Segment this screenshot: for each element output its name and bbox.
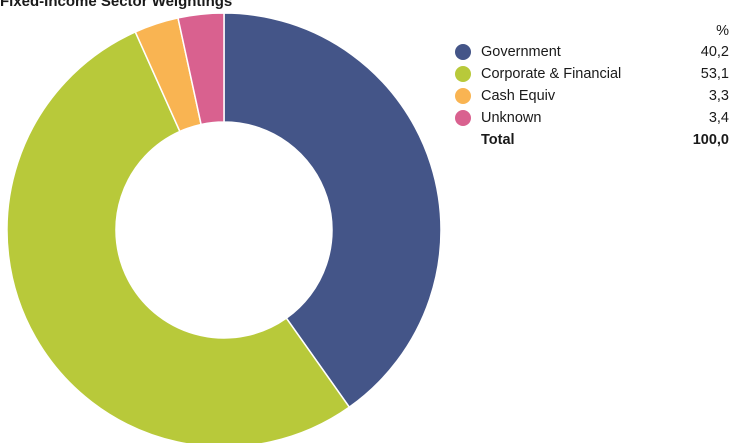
legend-item-government: Government 40,2 [455, 41, 729, 63]
legend-label: Government [481, 44, 561, 60]
legend-item-unknown: Unknown 3,4 [455, 107, 729, 129]
donut-slice-corporate-financial [6, 30, 351, 443]
donut-slice-government [223, 12, 442, 409]
chart-legend: % Government 40,2 Corporate & Financial … [455, 21, 729, 151]
legend-value: 3,4 [708, 110, 729, 126]
legend-total-label: Total [481, 132, 515, 148]
legend-swatch-cash-equiv [455, 88, 471, 104]
donut-chart [6, 12, 442, 443]
legend-unit-header: % [716, 23, 729, 39]
legend-swatch-corporate-financial [455, 66, 471, 82]
legend-item-cash-equiv: Cash Equiv 3,3 [455, 85, 729, 107]
legend-total-value: 100,0 [692, 132, 729, 148]
legend-item-corporate-financial: Corporate & Financial 53,1 [455, 63, 729, 85]
legend-swatch-unknown [455, 110, 471, 126]
legend-label: Corporate & Financial [481, 66, 622, 82]
chart-title: Fixed-Income Sector Weightings [0, 0, 233, 10]
donut-slice-unknown [177, 12, 225, 126]
legend-label: Unknown [481, 110, 542, 126]
legend-value: 40,2 [700, 44, 729, 60]
legend-swatch-government [455, 44, 471, 60]
legend-value: 53,1 [700, 66, 729, 82]
legend-value: 3,3 [708, 88, 729, 104]
legend-label: Cash Equiv [481, 88, 556, 104]
legend-total-row: Total 100,0 [455, 129, 729, 151]
